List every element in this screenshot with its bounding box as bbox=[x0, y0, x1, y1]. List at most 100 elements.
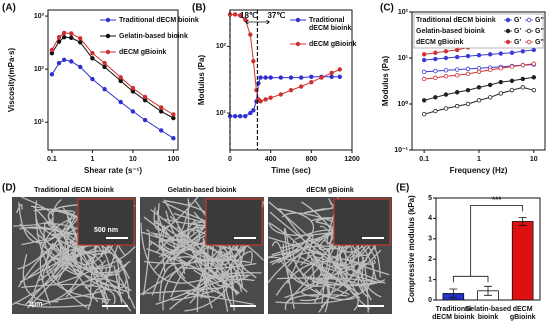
point bbox=[487, 82, 493, 88]
point bbox=[78, 64, 83, 70]
legend-marker bbox=[295, 41, 301, 47]
panel-label: (D) bbox=[2, 183, 16, 194]
point bbox=[288, 75, 294, 80]
legend-marker bbox=[505, 39, 511, 45]
series-line bbox=[51, 59, 174, 139]
legend-marker bbox=[295, 17, 301, 23]
legend-label: G' bbox=[514, 28, 521, 35]
point bbox=[90, 76, 95, 82]
point bbox=[102, 60, 107, 66]
y-axis-label: Viscosity(mPa·s) bbox=[7, 48, 16, 113]
point bbox=[258, 99, 263, 104]
point bbox=[498, 79, 504, 85]
legend-label: Gelatin-based bioink bbox=[119, 33, 188, 40]
y-tick-label: 10¹ bbox=[34, 119, 45, 126]
x-tick-label: 1 bbox=[477, 156, 481, 163]
point bbox=[421, 69, 427, 75]
point bbox=[69, 35, 74, 40]
x-tick-label: 400 bbox=[265, 156, 277, 163]
legend-marker bbox=[105, 33, 111, 39]
point bbox=[443, 49, 449, 54]
point bbox=[171, 136, 176, 141]
point bbox=[61, 34, 67, 40]
legend-label: Traditional bbox=[309, 17, 344, 24]
panel-label: (C) bbox=[380, 3, 394, 14]
point bbox=[232, 12, 238, 17]
point bbox=[329, 74, 334, 79]
point bbox=[288, 88, 294, 93]
legend-marker bbox=[505, 28, 511, 34]
point bbox=[102, 64, 107, 70]
point bbox=[56, 39, 62, 44]
y-tick-label: 3 bbox=[428, 236, 432, 243]
x-tick-label: 800 bbox=[305, 156, 317, 163]
x-axis-label: Shear rate (s⁻¹) bbox=[84, 166, 142, 175]
point bbox=[498, 66, 504, 71]
point bbox=[243, 113, 248, 119]
point bbox=[248, 32, 253, 37]
point bbox=[309, 74, 314, 79]
point bbox=[268, 95, 273, 100]
y-tick-label: 10² bbox=[34, 66, 45, 73]
point bbox=[56, 34, 62, 40]
point bbox=[78, 36, 83, 41]
point bbox=[142, 117, 148, 123]
point bbox=[465, 66, 471, 72]
y-tick-label: 10¹ bbox=[216, 110, 227, 117]
point bbox=[329, 70, 334, 76]
point bbox=[69, 59, 74, 64]
point bbox=[319, 75, 324, 80]
annotation: 18℃ bbox=[240, 11, 258, 20]
scale-label: 1μm bbox=[28, 301, 42, 308]
scale-label: 500 nm bbox=[94, 227, 118, 234]
point bbox=[248, 110, 253, 116]
point bbox=[476, 98, 482, 103]
point bbox=[443, 92, 449, 97]
point bbox=[520, 49, 526, 54]
point bbox=[61, 57, 67, 62]
x-tick-label: 100 bbox=[168, 156, 180, 163]
point bbox=[443, 68, 449, 73]
y-tick-label: 2 bbox=[428, 256, 432, 263]
point bbox=[487, 67, 493, 73]
y-tick-label: 10³ bbox=[34, 13, 45, 20]
point bbox=[56, 60, 62, 66]
point bbox=[433, 56, 438, 62]
x-axis-label: Frequency (Hz) bbox=[450, 166, 508, 175]
x-tick-label: 0.1 bbox=[419, 156, 429, 163]
y-axis-label: Modulus (Pa) bbox=[197, 55, 206, 106]
bar bbox=[511, 221, 534, 301]
point bbox=[487, 52, 493, 57]
y-tick-label: 0 bbox=[428, 297, 432, 304]
point bbox=[232, 113, 238, 119]
point bbox=[142, 94, 148, 100]
point bbox=[443, 74, 449, 79]
legend-label: G'' bbox=[535, 28, 544, 35]
point bbox=[263, 75, 268, 80]
x-axis-label: Time (sec) bbox=[271, 166, 311, 175]
point bbox=[49, 47, 55, 53]
point bbox=[443, 55, 449, 61]
point bbox=[421, 76, 427, 82]
point bbox=[476, 66, 482, 71]
point bbox=[268, 75, 273, 80]
y-tick-label: 4 bbox=[428, 215, 432, 222]
point bbox=[102, 86, 107, 92]
point bbox=[509, 50, 515, 55]
point bbox=[421, 112, 427, 117]
annotation: 37℃ bbox=[267, 11, 285, 20]
x-tick-label: 10 bbox=[530, 156, 538, 163]
legend-marker bbox=[105, 49, 111, 55]
x-tick-label: Traditional bbox=[436, 306, 471, 313]
y-tick-label: 5 bbox=[428, 195, 432, 202]
point bbox=[61, 30, 67, 36]
point bbox=[237, 13, 243, 18]
point bbox=[251, 108, 256, 113]
point bbox=[465, 101, 471, 107]
legend-group-label: Traditional dECM bioink bbox=[416, 17, 496, 24]
point bbox=[433, 68, 438, 74]
error-bar bbox=[484, 285, 492, 296]
point bbox=[443, 106, 449, 111]
legend-label: G'' bbox=[535, 17, 544, 24]
y-tick-label: 10¹ bbox=[398, 55, 409, 62]
